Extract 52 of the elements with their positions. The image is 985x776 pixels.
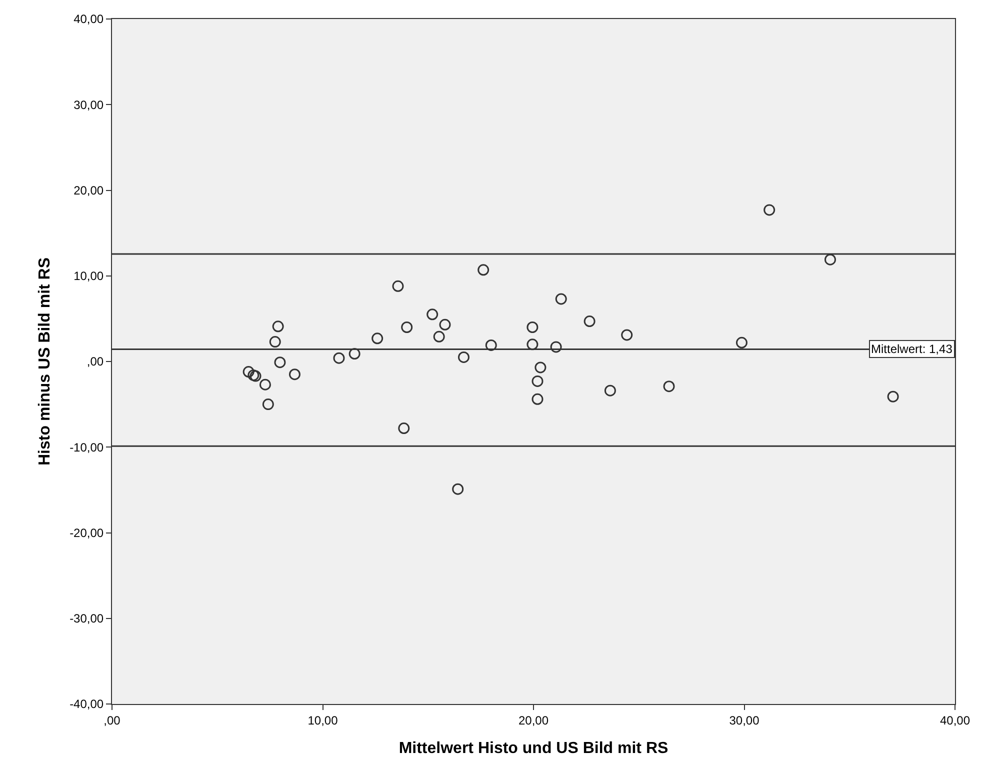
y-tick-label: -40,00 <box>70 697 104 712</box>
y-tick-label: 20,00 <box>74 183 104 198</box>
x-tick-label: 20,00 <box>518 713 549 728</box>
point <box>262 398 274 410</box>
point <box>887 390 899 402</box>
point <box>478 264 490 276</box>
point <box>485 339 497 351</box>
point <box>274 356 286 368</box>
point <box>764 204 776 216</box>
point <box>452 483 464 495</box>
point <box>458 351 470 363</box>
point <box>401 322 413 333</box>
point <box>288 368 300 380</box>
point <box>269 336 281 348</box>
point <box>372 332 384 344</box>
y-tick-label: 40,00 <box>74 12 104 26</box>
point <box>259 378 271 390</box>
x-tick-label: 40,00 <box>940 713 970 728</box>
x-axis-title: Mittelwert Histo und US Bild mit RS <box>398 740 668 758</box>
point <box>392 280 404 292</box>
point <box>555 293 567 305</box>
point <box>433 330 445 342</box>
x-tick-label: 30,00 <box>729 713 760 728</box>
y-tick-label: -30,00 <box>70 612 104 626</box>
point <box>736 336 748 348</box>
point <box>272 320 284 332</box>
point <box>333 352 345 364</box>
x-tick-label: ,00 <box>104 713 121 728</box>
point <box>584 316 596 328</box>
y-tick-label: 10,00 <box>74 269 104 284</box>
point <box>398 422 410 434</box>
point <box>426 308 438 320</box>
point <box>439 318 451 330</box>
point <box>526 338 538 350</box>
point <box>824 254 836 266</box>
point <box>604 384 616 396</box>
point <box>621 329 633 341</box>
point <box>550 341 562 353</box>
point <box>532 375 544 387</box>
point <box>526 322 538 333</box>
point <box>242 366 254 378</box>
point <box>348 348 360 360</box>
y-tick-label: 30,00 <box>74 98 104 112</box>
point <box>663 380 675 392</box>
y-tick-label: -20,00 <box>70 526 104 540</box>
point <box>532 393 544 405</box>
y-axis-title: Histo minus US Bild mit RS <box>36 257 54 466</box>
point <box>534 362 546 374</box>
y-tick-label: -10,00 <box>70 440 104 454</box>
y-tick-label: ,00 <box>86 354 104 369</box>
x-tick-label: 10,00 <box>308 713 338 728</box>
ref-line-label: Mittelwert: 1,43 <box>871 342 953 356</box>
